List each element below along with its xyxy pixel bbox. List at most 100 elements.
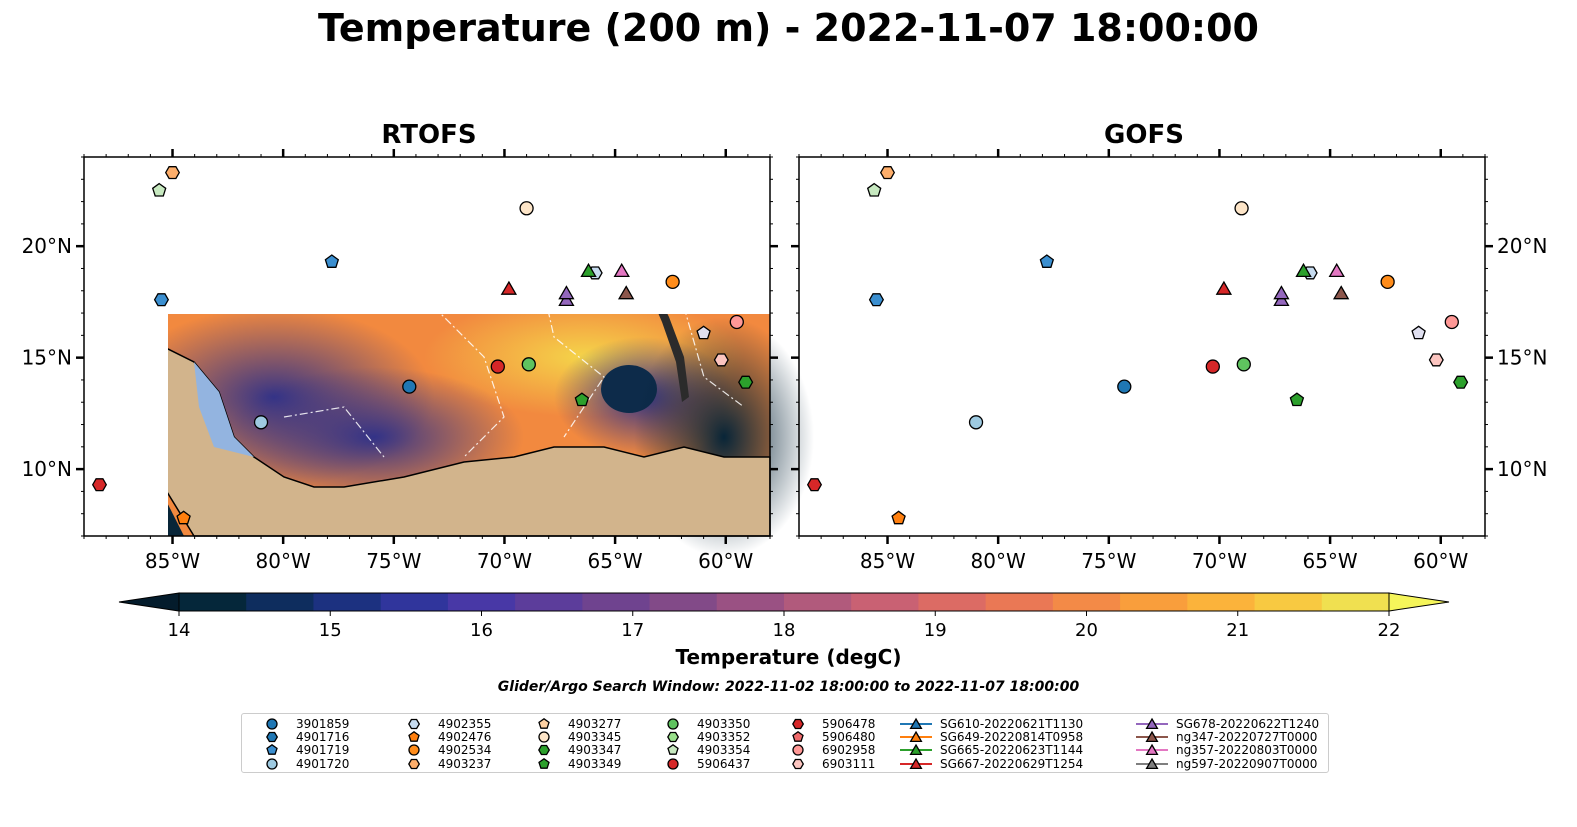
legend-symbol	[667, 744, 679, 756]
observation-marker	[253, 415, 269, 430]
lat-tick-label: 10°N	[1497, 457, 1547, 481]
observation-marker	[558, 285, 575, 300]
lon-tick-label: 60°W	[1413, 549, 1468, 573]
lat-tick-label: 15°N	[1497, 346, 1547, 370]
legend-label: 4903347	[568, 743, 622, 758]
observation-marker	[1215, 280, 1233, 295]
legend-label: 4903277	[568, 717, 622, 731]
legend-symbol	[900, 717, 932, 730]
legend-label: SG678-20220622T1240	[1176, 717, 1320, 731]
colorbar-swatch	[515, 593, 583, 611]
colorbar-swatch	[179, 593, 247, 611]
map-axes-rtofs: 85°W 80°W 75°W 70°W 65°W 60°W 10°N 15°N 20°N	[22, 149, 778, 573]
colorbar: 14 15 16 17 18 19 20 21 22	[118, 592, 1450, 641]
observation-marker	[617, 285, 635, 300]
legend-marker	[792, 731, 804, 743]
legend-marker	[538, 757, 550, 769]
legend-marker	[909, 717, 923, 730]
legend-marker	[266, 718, 278, 730]
legend-symbol	[900, 757, 932, 769]
legend-label: 4903345	[568, 730, 622, 745]
observation-marker	[1117, 379, 1132, 394]
legend-label: SG665-20220623T1144	[940, 743, 1084, 758]
legend-label: 4903352	[697, 730, 751, 745]
lon-tick-label: 65°W	[1302, 549, 1357, 573]
colorbar-swatch	[649, 593, 718, 611]
map-panel-gofs: 85°W 80°W 75°W 70°W 65°W 60°W 10°N 15°N 20°N	[791, 149, 1547, 573]
legend-marker	[1145, 744, 1159, 756]
observation-marker	[164, 166, 181, 180]
legend-symbol	[1136, 744, 1168, 756]
legend-marker	[408, 758, 421, 769]
lon-tick-label: 65°W	[587, 549, 642, 573]
lon-tick-label: 85°W	[860, 549, 915, 573]
legend-symbol	[900, 730, 932, 743]
legend-label: 4903350	[697, 717, 751, 731]
legend-symbol	[266, 732, 279, 743]
observation-marker	[713, 353, 729, 367]
observation-marker	[1380, 274, 1395, 289]
observation-marker	[500, 280, 518, 295]
observation-markers-rtofs	[91, 166, 754, 525]
observation-marker	[1411, 325, 1426, 340]
observation-markers-gofs	[806, 166, 1469, 525]
legend-label: SG667-20220629T1254	[940, 756, 1084, 771]
lon-tick-label: 80°W	[256, 549, 311, 573]
colorbar-swatch	[447, 593, 516, 611]
colorbar-tick-label: 14	[168, 620, 191, 641]
colorbar-label: Temperature (degC)	[675, 645, 902, 669]
colorbar-tick-label: 18	[773, 620, 796, 641]
legend-marker	[909, 744, 923, 756]
lon-tick-label: 75°W	[1081, 549, 1136, 573]
observation-marker	[696, 325, 711, 340]
observation-marker	[1328, 262, 1345, 278]
legend-label: 6902958	[822, 743, 876, 758]
legend-marker	[538, 745, 551, 756]
legend-label: 4903349	[568, 756, 622, 771]
observation-marker	[891, 510, 906, 525]
colorbar-tick-label: 22	[1378, 620, 1401, 641]
observation-marker	[519, 201, 534, 216]
legend-symbol	[1136, 717, 1168, 730]
colorbar-swatch	[1120, 593, 1188, 611]
legend-marker	[538, 731, 550, 743]
colorbar-swatch	[716, 593, 785, 611]
observation-marker	[521, 357, 536, 372]
panel-title-gofs: GOFS	[1104, 120, 1184, 150]
observation-marker	[1205, 359, 1220, 374]
colorbar-tick-label: 19	[924, 620, 947, 641]
legend-symbol	[667, 757, 679, 770]
legend-marker	[1145, 730, 1159, 743]
lon-tick-label: 85°W	[145, 549, 200, 573]
legend-label: 4901716	[296, 730, 350, 745]
observation-marker	[879, 166, 896, 180]
colorbar-swatch	[784, 593, 852, 611]
observation-marker	[1273, 285, 1290, 300]
lon-tick-label: 70°W	[477, 549, 532, 573]
legend-label: 5906478	[822, 717, 876, 731]
legend-label: 4902476	[438, 730, 492, 745]
observation-marker	[580, 262, 597, 278]
legend-label: ng357-20220803T0000	[1176, 743, 1318, 758]
legend-symbol	[538, 745, 551, 756]
legend-symbol	[1136, 757, 1168, 769]
legend-symbol	[408, 758, 421, 769]
legend-symbol	[792, 731, 804, 743]
legend-label: ng597-20220907T0000	[1176, 756, 1318, 771]
legend-symbol	[792, 744, 804, 757]
lat-tick-label: 20°N	[22, 234, 72, 258]
legend: 3901859 4901716 4901719 4901720 4902355 49024…	[241, 713, 1329, 773]
legend-symbol	[408, 731, 420, 743]
lat-tick-label: 10°N	[22, 457, 72, 481]
legend-label: 4901720	[296, 756, 350, 771]
legend-symbol	[408, 718, 421, 730]
legend-marker	[792, 718, 805, 730]
legend-label: 4903237	[438, 756, 492, 771]
colorbar-extend-max	[1388, 592, 1450, 612]
observation-marker	[1332, 285, 1350, 300]
legend-label: 5906437	[697, 756, 751, 771]
lat-tick-label: 20°N	[1497, 234, 1547, 258]
colorbar-swatch	[985, 593, 1054, 611]
map-panel-rtofs: 85°W 80°W 75°W 70°W 65°W 60°W 10°N 15°N 20°N	[22, 149, 814, 573]
legend-label: ng347-20220727T0000	[1176, 730, 1318, 745]
